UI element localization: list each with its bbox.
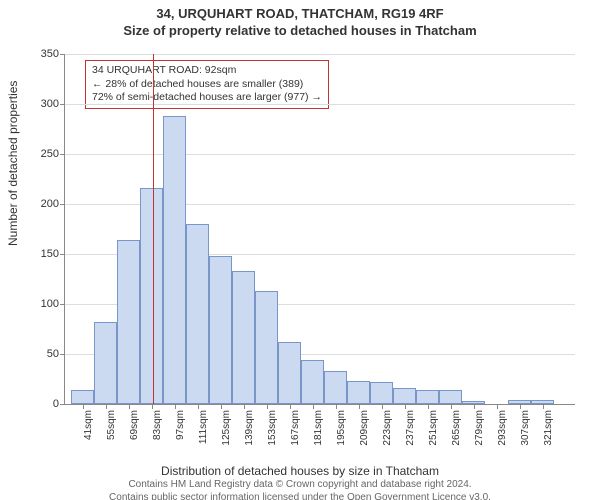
histogram-bar (71, 390, 94, 404)
xtick-label: 181sqm (313, 410, 324, 446)
xtick-label: 223sqm (382, 410, 393, 446)
xtick-mark (428, 404, 429, 409)
annotation-line-3: 72% of semi-detached houses are larger (… (92, 91, 322, 105)
annotation-line-1: 34 URQUHART ROAD: 92sqm (92, 64, 322, 78)
histogram-bar (209, 256, 232, 404)
xtick-label: 307sqm (520, 410, 531, 446)
xtick-label: 55sqm (106, 410, 117, 440)
xtick-mark (290, 404, 291, 409)
xtick-mark (152, 404, 153, 409)
xtick-label: 139sqm (244, 410, 255, 446)
ytick-mark (60, 404, 65, 405)
histogram-bar (232, 271, 255, 404)
xtick-mark (497, 404, 498, 409)
histogram-plot: 34 URQUHART ROAD: 92sqm ← 28% of detache… (64, 54, 575, 405)
marker-line (153, 54, 154, 404)
xtick-mark (543, 404, 544, 409)
xtick-mark (405, 404, 406, 409)
xtick-label: 83sqm (152, 410, 163, 440)
ytick-mark (60, 204, 65, 205)
ytick-label: 0 (53, 398, 59, 410)
xtick-label: 279sqm (474, 410, 485, 446)
gridline (65, 54, 575, 55)
footer-line-1: Contains HM Land Registry data © Crown c… (0, 479, 600, 492)
ytick-label: 350 (41, 48, 59, 60)
ytick-mark (60, 54, 65, 55)
histogram-bar (324, 371, 347, 404)
histogram-bar (94, 322, 117, 404)
ytick-label: 100 (41, 298, 59, 310)
ytick-label: 300 (41, 98, 59, 110)
xtick-mark (198, 404, 199, 409)
xtick-label: 69sqm (129, 410, 140, 440)
xtick-mark (221, 404, 222, 409)
page-title-line1: 34, URQUHART ROAD, THATCHAM, RG19 4RF (0, 6, 600, 21)
ytick-label: 250 (41, 148, 59, 160)
xtick-label: 265sqm (451, 410, 462, 446)
xtick-label: 237sqm (405, 410, 416, 446)
xtick-label: 251sqm (428, 410, 439, 446)
ytick-label: 150 (41, 248, 59, 260)
xtick-mark (336, 404, 337, 409)
xtick-mark (451, 404, 452, 409)
histogram-bar (278, 342, 301, 404)
xtick-label: 195sqm (336, 410, 347, 446)
footer-line-2: Contains public sector information licen… (0, 492, 600, 500)
xtick-mark (129, 404, 130, 409)
footer-attribution: Contains HM Land Registry data © Crown c… (0, 479, 600, 500)
xtick-label: 97sqm (175, 410, 186, 440)
marker-annotation-box: 34 URQUHART ROAD: 92sqm ← 28% of detache… (85, 60, 329, 109)
xtick-mark (359, 404, 360, 409)
xtick-label: 167sqm (290, 410, 301, 446)
histogram-bar (255, 291, 278, 404)
xtick-mark (267, 404, 268, 409)
gridline (65, 104, 575, 105)
xtick-mark (313, 404, 314, 409)
ytick-mark (60, 154, 65, 155)
xtick-label: 321sqm (543, 410, 554, 446)
ytick-mark (60, 104, 65, 105)
xtick-label: 153sqm (267, 410, 278, 446)
ytick-label: 200 (41, 198, 59, 210)
histogram-bar (186, 224, 209, 404)
y-axis-label: Number of detached properties (6, 81, 20, 246)
gridline (65, 154, 575, 155)
annotation-line-2: ← 28% of detached houses are smaller (38… (92, 78, 322, 92)
histogram-bar (370, 382, 393, 404)
xtick-mark (244, 404, 245, 409)
xtick-mark (106, 404, 107, 409)
ytick-mark (60, 354, 65, 355)
x-axis-label: Distribution of detached houses by size … (0, 464, 600, 478)
xtick-mark (175, 404, 176, 409)
xtick-label: 125sqm (221, 410, 232, 446)
histogram-bar (416, 390, 439, 404)
histogram-bar (393, 388, 416, 404)
histogram-bar (347, 381, 370, 404)
histogram-bar (301, 360, 324, 404)
histogram-bar (439, 390, 462, 404)
xtick-label: 111sqm (198, 410, 209, 444)
page-title-line2: Size of property relative to detached ho… (0, 23, 600, 38)
xtick-label: 293sqm (497, 410, 508, 446)
ytick-mark (60, 304, 65, 305)
xtick-label: 209sqm (359, 410, 370, 446)
xtick-mark (382, 404, 383, 409)
histogram-bar (117, 240, 140, 404)
xtick-mark (520, 404, 521, 409)
ytick-mark (60, 254, 65, 255)
histogram-bar (140, 188, 163, 404)
xtick-mark (83, 404, 84, 409)
ytick-label: 50 (47, 348, 59, 360)
xtick-mark (474, 404, 475, 409)
histogram-bar (163, 116, 186, 404)
xtick-label: 41sqm (83, 410, 94, 440)
